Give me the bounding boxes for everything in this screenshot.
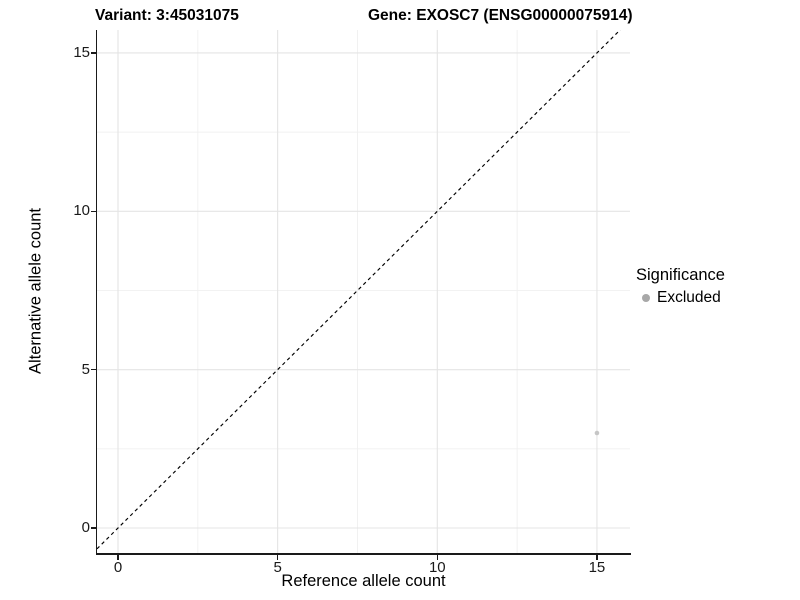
y-tick-label: 10 — [73, 202, 90, 220]
x-tick-mark — [596, 555, 598, 560]
x-tick-label: 5 — [273, 559, 282, 576]
legend-item-excluded: Excluded — [636, 289, 725, 307]
legend-title: Significance — [636, 266, 725, 284]
identity-dashed-line — [97, 30, 621, 550]
x-tick-mark — [117, 555, 119, 560]
legend-key — [636, 290, 656, 306]
legend-item-label: Excluded — [657, 289, 721, 306]
data-point — [594, 430, 600, 436]
y-tick-label: 5 — [81, 360, 90, 378]
y-tick-mark — [91, 527, 96, 529]
x-axis-title: Reference allele count — [281, 572, 446, 590]
circle-icon — [642, 294, 650, 302]
x-tick-mark — [276, 555, 279, 560]
legend: Significance Excluded — [636, 266, 725, 307]
x-tick-label: 10 — [428, 559, 446, 576]
x-tick-label: 15 — [588, 559, 606, 576]
x-tick-label: 0 — [113, 559, 123, 576]
y-tick-label: 0 — [81, 519, 90, 536]
plot-title-gene: Gene: EXOSC7 (ENSG00000075914) — [368, 7, 633, 24]
y-tick-mark — [91, 368, 96, 371]
x-tick-mark — [436, 555, 439, 560]
y-axis-line — [95, 30, 98, 555]
y-axis-title: Alternative allele count — [26, 207, 45, 375]
plot-panel — [97, 30, 630, 553]
x-axis-line — [95, 553, 631, 555]
y-tick-label: 15 — [73, 43, 90, 61]
y-tick-mark — [91, 210, 96, 213]
y-tick-mark — [91, 52, 96, 54]
plot-title-variant: Variant: 3:45031075 — [95, 7, 239, 24]
